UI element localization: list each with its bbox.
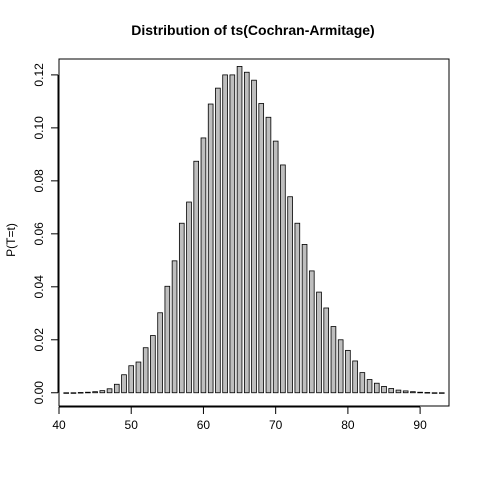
bar-t-66 [243, 71, 250, 394]
bar-t-61 [207, 103, 214, 394]
bar-t-74 [301, 244, 308, 394]
bar-t-67 [251, 79, 257, 394]
y-tick-label: 0.10 [32, 116, 46, 140]
bar-t-92 [431, 392, 438, 394]
y-tick-label: 0.00 [32, 381, 46, 405]
bar-t-72 [287, 196, 293, 394]
bar-t-70 [272, 140, 279, 394]
bar-t-93 [438, 392, 445, 394]
x-tick-label: 70 [269, 418, 283, 432]
bar-t-71 [280, 164, 286, 394]
bar-t-49 [121, 374, 127, 394]
bar-t-48 [113, 383, 120, 394]
bar-t-79 [337, 339, 344, 394]
bar-t-47 [106, 388, 113, 394]
bar-t-75 [308, 270, 315, 394]
bar-t-89 [410, 391, 416, 394]
x-tick-label: 40 [52, 418, 66, 432]
bar-t-51 [135, 361, 142, 394]
bar-t-60 [200, 137, 207, 394]
bar-t-41 [63, 392, 70, 394]
bars [63, 66, 445, 394]
bar-t-56 [171, 260, 178, 394]
bar-t-45 [92, 391, 98, 394]
bar-t-77 [323, 307, 330, 394]
bar-t-81 [352, 360, 358, 394]
x-tick-label: 90 [413, 418, 427, 432]
bar-t-58 [186, 201, 192, 394]
y-tick-label: 0.04 [32, 275, 46, 299]
bar-t-55 [164, 285, 171, 394]
bar-t-64 [229, 74, 236, 394]
bar-t-57 [178, 222, 185, 394]
x-tick-label: 50 [125, 418, 139, 432]
y-tick-label: 0.08 [32, 169, 46, 193]
bar-t-73 [294, 222, 301, 394]
x-tick-label: 80 [341, 418, 355, 432]
bar-t-84 [373, 382, 380, 394]
bar-t-85 [381, 385, 387, 394]
bar-t-88 [402, 390, 409, 394]
bar-t-53 [150, 335, 156, 394]
y-tick-label: 0.02 [32, 328, 46, 352]
y-tick-label: 0.06 [32, 222, 46, 246]
bar-t-46 [99, 390, 106, 394]
bar-t-59 [193, 160, 200, 394]
plot-frame [58, 58, 450, 407]
bar-t-42 [70, 392, 77, 394]
x-tick-label: 60 [197, 418, 211, 432]
bar-t-87 [395, 389, 402, 394]
x-axis: 40 50 60 70 80 90 [52, 406, 427, 432]
bar-t-91 [424, 392, 431, 394]
bar-t-82 [359, 372, 366, 394]
chart-title: Distribution of ts(Cochran-Armitage) [131, 22, 374, 38]
bar-t-76 [316, 291, 322, 394]
bar-t-69 [265, 116, 272, 394]
y-tick-label: 0.12 [32, 63, 46, 87]
bar-t-78 [330, 326, 337, 394]
bar-t-43 [77, 392, 84, 394]
bar-t-63 [222, 74, 228, 394]
bar-t-83 [366, 379, 373, 394]
bar-t-50 [128, 365, 135, 394]
bar-t-80 [345, 349, 351, 394]
bar-t-54 [157, 312, 163, 394]
bar-t-90 [417, 391, 423, 394]
bar-t-44 [85, 391, 91, 394]
bar-t-68 [258, 103, 265, 394]
bar-t-86 [388, 388, 395, 394]
y-axis: 0.00 0.02 0.04 0.06 0.08 0.10 0.12 [32, 63, 59, 405]
y-axis-label: P(T=t) [4, 223, 18, 257]
bar-t-65 [236, 66, 243, 394]
bar-t-52 [142, 347, 149, 394]
bar-t-62 [215, 87, 221, 394]
